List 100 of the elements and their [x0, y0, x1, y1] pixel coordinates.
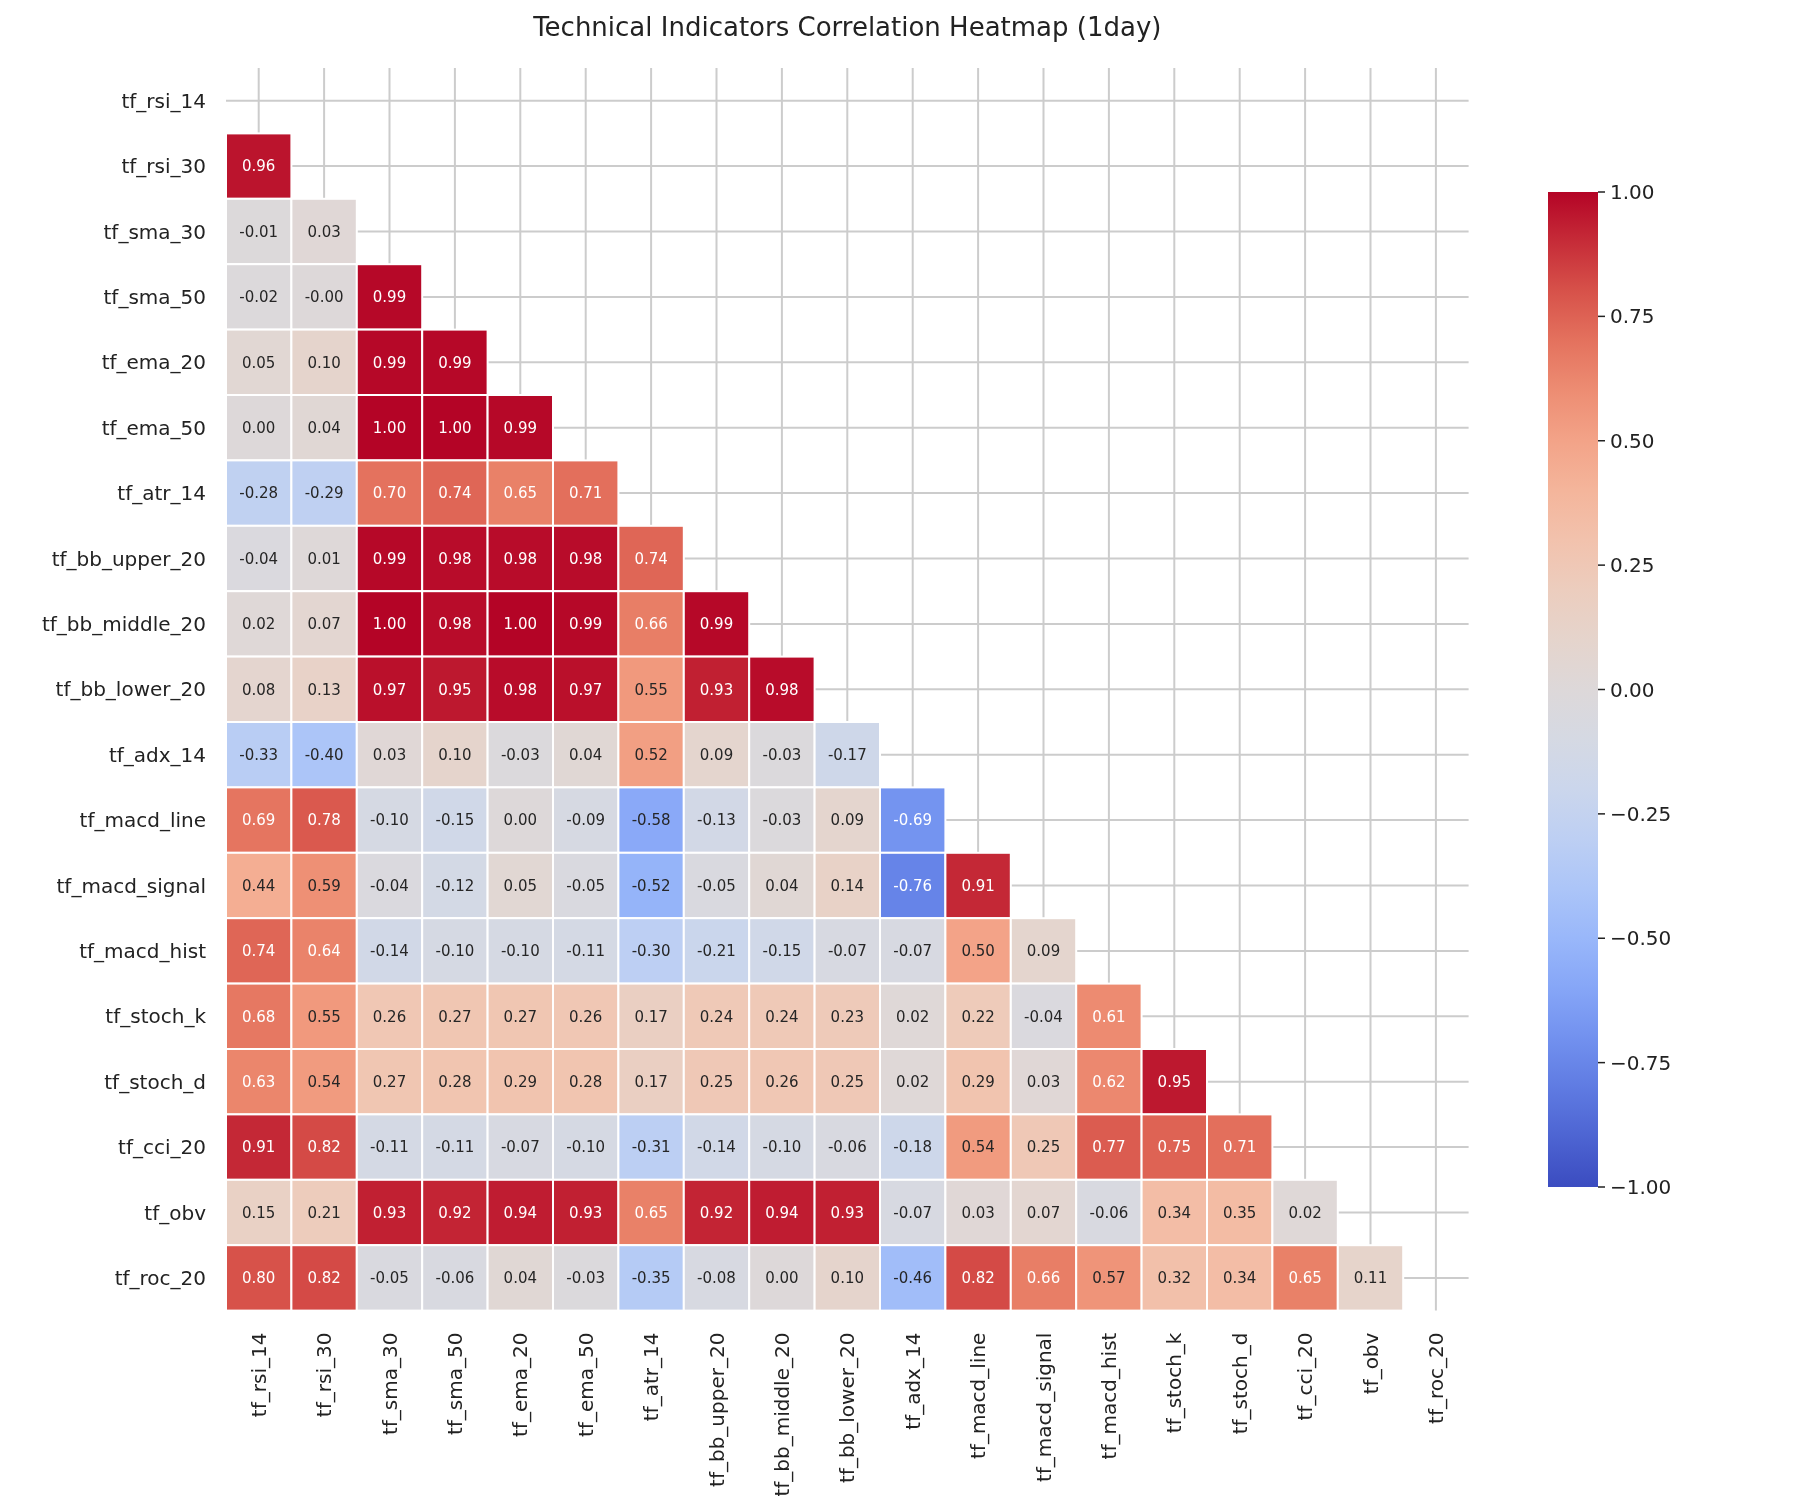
data-label: 0.25: [699, 1072, 734, 1091]
data-label: 0.96: [242, 157, 276, 176]
data-label: -0.00: [304, 288, 344, 307]
x-tick-label: tf_macd_signal: [1031, 1332, 1056, 1483]
data-label: 0.26: [569, 1007, 603, 1026]
data-label: -0.17: [827, 745, 867, 764]
y-tick-label: tf_roc_20: [114, 1265, 206, 1290]
data-label: 0.70: [372, 484, 407, 503]
data-label: 0.24: [699, 1007, 734, 1026]
y-tick-label: tf_adx_14: [108, 742, 206, 767]
data-label: 0.04: [765, 876, 799, 895]
data-label: 0.27: [438, 1007, 472, 1026]
x-tick-label: tf_atr_14: [639, 1332, 664, 1422]
data-label: 1.00: [438, 418, 472, 437]
data-label: 0.00: [765, 1269, 799, 1288]
color-bar-label: −0.75: [1610, 1050, 1672, 1075]
data-label: 0.93: [372, 1203, 407, 1222]
x-tick-label: tf_stoch_k: [1162, 1332, 1187, 1434]
data-label: 0.82: [961, 1269, 995, 1288]
data-label: 0.97: [372, 680, 407, 699]
data-label: 0.59: [307, 876, 341, 895]
data-label: 0.74: [242, 942, 276, 961]
chart-title: Technical Indicators Correlation Heatmap (1day): [532, 12, 1162, 42]
y-tick-label: tf_sma_30: [103, 219, 206, 244]
data-label: 0.75: [1157, 1138, 1191, 1157]
y-tick-label: tf_atr_14: [117, 481, 206, 506]
data-label: 0.92: [699, 1203, 734, 1222]
data-label: 0.07: [307, 615, 341, 634]
data-label: 0.57: [1092, 1269, 1126, 1288]
data-label: 0.27: [372, 1072, 407, 1091]
data-label: -0.07: [500, 1138, 540, 1157]
y-tick-label: tf_rsi_30: [121, 154, 206, 179]
color-bar-label: −1.00: [1610, 1175, 1672, 1199]
data-label: 0.95: [1157, 1072, 1191, 1091]
data-label: 0.98: [503, 549, 537, 568]
data-label: 0.91: [961, 876, 995, 895]
data-label: 0.65: [1288, 1269, 1322, 1288]
data-label: 0.29: [503, 1072, 537, 1091]
data-label: -0.04: [1024, 1007, 1063, 1026]
color-bar-label: 0.00: [1610, 677, 1655, 702]
data-label: -0.01: [239, 222, 279, 241]
data-label: 0.03: [1026, 1072, 1061, 1091]
x-tick-label: tf_bb_upper_20: [704, 1332, 729, 1487]
data-label: -0.29: [304, 484, 344, 503]
data-label: -0.06: [435, 1269, 475, 1288]
data-label: -0.10: [566, 1138, 606, 1157]
data-label: 0.50: [961, 942, 995, 961]
data-label: 0.10: [307, 353, 341, 372]
data-label: 0.25: [830, 1072, 864, 1091]
y-tick-label: tf_macd_hist: [79, 938, 207, 963]
data-label: 0.11: [1353, 1269, 1388, 1288]
data-label: 0.35: [1223, 1203, 1257, 1222]
x-tick-label: tf_sma_50: [442, 1332, 467, 1436]
data-label: 0.63: [242, 1072, 276, 1091]
x-tick-label: tf_macd_line: [966, 1332, 991, 1460]
data-label: -0.07: [827, 942, 867, 961]
data-label: 0.10: [830, 1269, 864, 1288]
y-tick-label: tf_obv: [144, 1200, 207, 1225]
data-label: 1.00: [503, 615, 537, 634]
data-label: -0.40: [304, 745, 344, 764]
color-bar-label: 0.75: [1610, 304, 1655, 329]
data-label: 0.02: [896, 1007, 930, 1026]
data-label: -0.28: [239, 484, 279, 503]
data-label: 0.61: [1092, 1007, 1126, 1026]
data-label: 0.65: [634, 1203, 668, 1222]
data-label: 0.03: [961, 1203, 995, 1222]
y-tick-label: tf_rsi_14: [121, 88, 206, 113]
data-label: 0.74: [438, 484, 472, 503]
data-label: 0.69: [242, 811, 276, 830]
data-label: 0.99: [372, 288, 407, 307]
data-label: 0.66: [634, 615, 668, 634]
data-label: 0.05: [503, 876, 537, 895]
color-bar-label: −0.25: [1610, 801, 1672, 826]
x-tick-label: tf_bb_middle_20: [769, 1332, 794, 1497]
x-tick-label: tf_ema_20: [508, 1332, 533, 1437]
data-label: 0.64: [307, 942, 341, 961]
y-tick-label: tf_macd_line: [79, 808, 206, 833]
color-bar-label: −0.50: [1610, 926, 1672, 951]
x-tick-label: tf_rsi_14: [246, 1332, 271, 1418]
x-tick-label: tf_stoch_d: [1227, 1332, 1252, 1435]
data-label: 0.98: [569, 549, 603, 568]
data-label: 0.13: [307, 680, 341, 699]
x-tick-label: tf_bb_lower_20: [835, 1332, 860, 1484]
data-label: -0.05: [370, 1269, 409, 1288]
data-label: 0.02: [1288, 1203, 1322, 1222]
data-label: -0.06: [827, 1138, 867, 1157]
color-bar-label: 0.25: [1610, 553, 1655, 578]
data-label: 0.22: [961, 1007, 995, 1026]
data-label: 0.98: [503, 680, 537, 699]
data-label: 0.55: [634, 680, 668, 699]
data-label: 0.00: [242, 418, 276, 437]
data-label: -0.10: [500, 942, 540, 961]
data-label: 0.82: [307, 1138, 341, 1157]
data-label: 0.02: [896, 1072, 930, 1091]
data-label: 0.32: [1157, 1269, 1191, 1288]
data-label: 0.29: [961, 1072, 995, 1091]
data-label: 0.99: [372, 549, 407, 568]
data-label: 0.10: [438, 745, 472, 764]
data-label: 0.54: [307, 1072, 341, 1091]
data-label: -0.52: [631, 876, 671, 895]
